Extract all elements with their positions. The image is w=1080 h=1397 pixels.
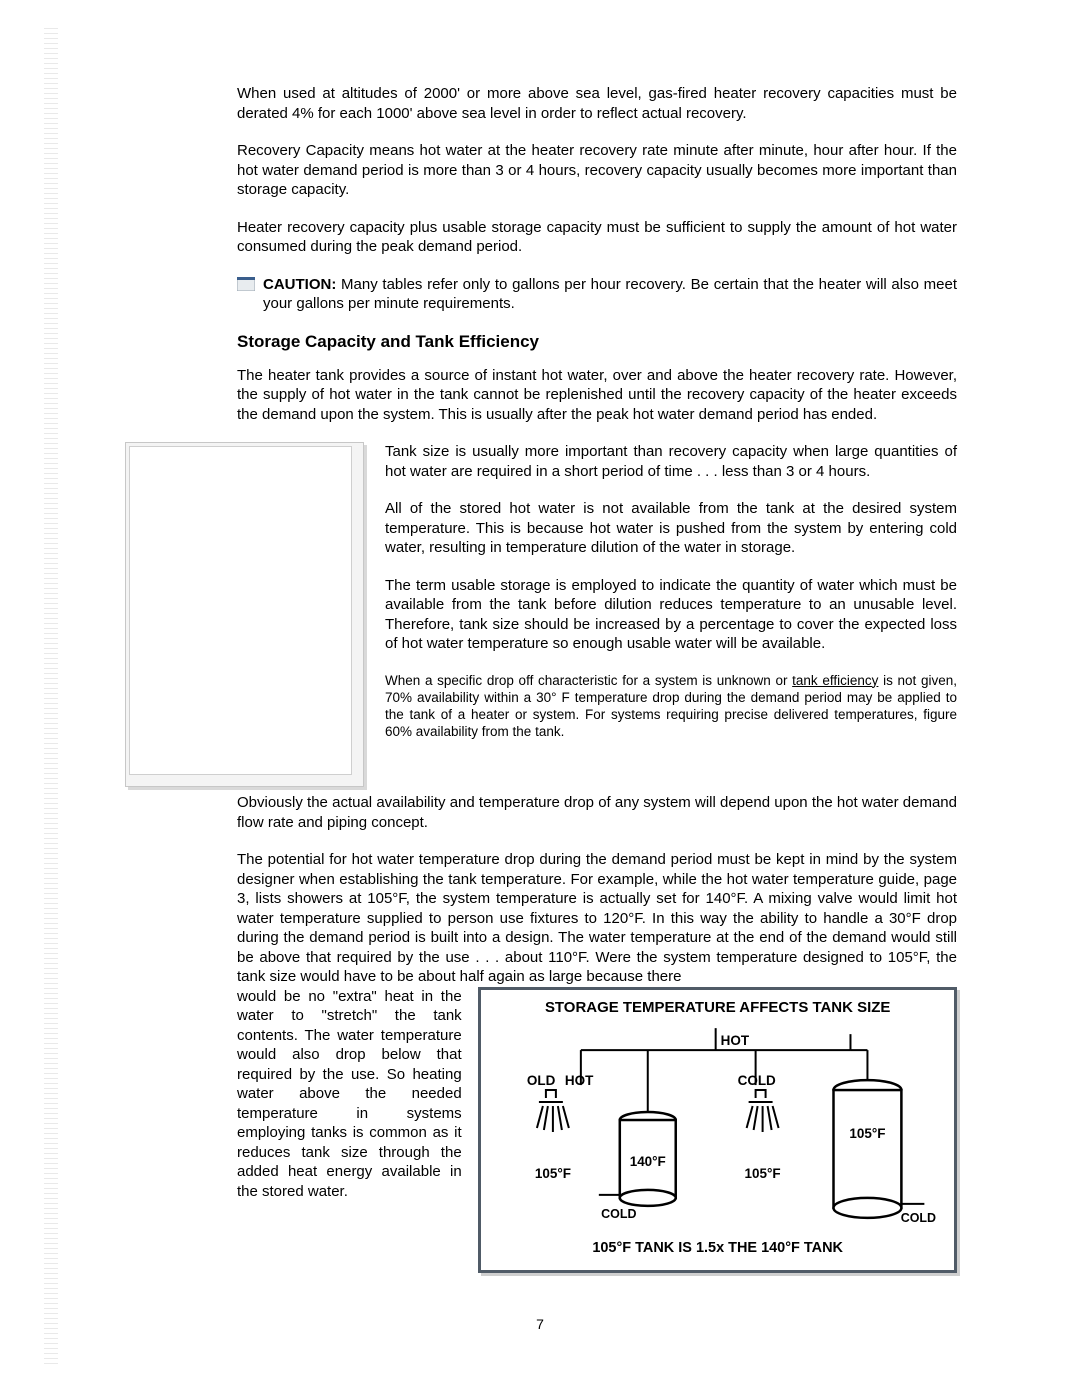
paragraph: The term usable storage is employed to i… (385, 576, 957, 654)
left-margin-guide (44, 28, 58, 1368)
shower-icon (746, 1090, 778, 1132)
diagram-bottom-caption: 105°F TANK IS 1.5x THE 140°F TANK (592, 1239, 843, 1255)
figure-placeholder-inner (129, 446, 352, 775)
paragraph: Obviously the actual availability and te… (237, 793, 957, 832)
diagram-label-cold: COLD (601, 1206, 636, 1220)
caution-block: CAUTION: Many tables refer only to gallo… (237, 275, 957, 314)
paragraph: Recovery Capacity means hot water at the… (237, 141, 957, 200)
text-run: When a specific drop off characteristic … (385, 673, 792, 688)
paragraph: When used at altitudes of 2000' or more … (237, 84, 957, 123)
tank-icon (619, 1050, 675, 1206)
paragraph: The heater tank provides a source of ins… (237, 366, 957, 425)
page: When used at altitudes of 2000' or more … (0, 0, 1080, 1397)
paragraph: When a specific drop off characteristic … (385, 672, 957, 741)
paragraph: All of the stored hot water is not avail… (385, 499, 957, 558)
paragraph: Heater recovery capacity plus usable sto… (237, 218, 957, 257)
paragraph-continued: would be no "extra" heat in the water to… (237, 987, 462, 1202)
tank-size-diagram: STORAGE TEMPERATURE AFFECTS TANK SIZE HO… (478, 987, 957, 1273)
caution-label: CAUTION: (263, 276, 336, 293)
diagram-label-cold: COLD (737, 1073, 775, 1088)
diagram-label-hot: HOT (720, 1033, 749, 1048)
paragraph: The potential for hot water temperature … (237, 850, 957, 987)
caution-text: CAUTION: Many tables refer only to gallo… (263, 275, 957, 314)
section-heading: Storage Capacity and Tank Efficiency (237, 332, 957, 352)
shower-icon (537, 1090, 569, 1132)
diagram-title: STORAGE TEMPERATURE AFFECTS TANK SIZE (545, 999, 890, 1016)
figure-placeholder (125, 442, 364, 787)
diagram-temp-label: 105°F (744, 1165, 780, 1180)
underlined-term: tank efficiency (792, 673, 878, 688)
text-diagram-row: would be no "extra" heat in the water to… (237, 987, 957, 1273)
diagram-temp-label: 105°F (535, 1165, 571, 1180)
caution-icon (237, 277, 255, 291)
figure-text-wrap: Tank size is usually more important than… (237, 442, 957, 793)
diagram-label-cold: COLD (900, 1210, 935, 1224)
paragraph: Tank size is usually more important than… (385, 442, 957, 481)
diagram-tank-temp: 140°F (629, 1153, 665, 1168)
diagram-label-old: OLD (527, 1073, 556, 1088)
tank-size-diagram-svg: STORAGE TEMPERATURE AFFECTS TANK SIZE HO… (481, 990, 954, 1270)
content-column: When used at altitudes of 2000' or more … (237, 84, 957, 1273)
page-number: 7 (0, 1316, 1080, 1332)
diagram-label-hot: HOT (565, 1073, 594, 1088)
caution-body: Many tables refer only to gallons per ho… (263, 276, 957, 313)
diagram-tank-temp: 105°F (849, 1125, 885, 1140)
